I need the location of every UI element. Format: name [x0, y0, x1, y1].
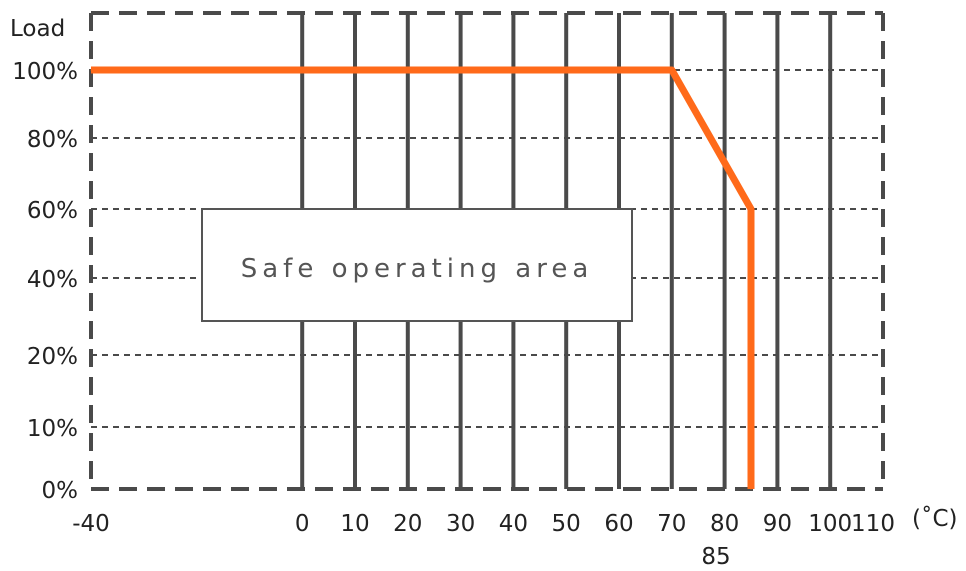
x-tick-70: 70	[657, 511, 686, 537]
series-point-0	[90, 69, 92, 71]
series-point-2	[750, 208, 752, 210]
x-tick-50: 50	[552, 511, 581, 537]
y-tick-20%: 20%	[27, 344, 78, 370]
series-line-0	[91, 66, 755, 489]
x-tick-40: 40	[499, 511, 528, 537]
x-tick-30: 30	[446, 511, 475, 537]
x-tick-60: 60	[604, 511, 633, 537]
x-tick-10: 10	[340, 511, 369, 537]
series	[90, 66, 755, 490]
y-axis-label: Load	[10, 16, 65, 42]
y-tick-40%: 40%	[27, 267, 78, 293]
x-axis-unit: (˚C)	[912, 505, 958, 532]
x-tick-0: 0	[295, 511, 310, 537]
x-tick-90: 90	[763, 511, 792, 537]
y-tick-100%: 100%	[12, 59, 78, 85]
x-tick-80: 80	[710, 511, 739, 537]
y-tick-0%: 0%	[42, 478, 79, 504]
y-tick-10%: 10%	[27, 416, 78, 442]
y-tick-labels: 0% 10% 20% 40% 60% 80% 100%	[12, 59, 78, 504]
x-tick-110: 110	[851, 511, 895, 537]
y-tick-80%: 80%	[27, 127, 78, 153]
x-extra-label-85: 85	[701, 544, 730, 570]
safe-area-label: Safe operating area	[241, 254, 594, 284]
x-tick-20: 20	[393, 511, 422, 537]
y-tick-60%: 60%	[27, 198, 78, 224]
x-tick--40: -40	[72, 511, 110, 537]
series-point-1	[671, 69, 673, 71]
safe-area-box: Safe operating area	[201, 208, 633, 322]
x-tick-100: 100	[808, 511, 852, 537]
series-point-3	[750, 488, 752, 490]
